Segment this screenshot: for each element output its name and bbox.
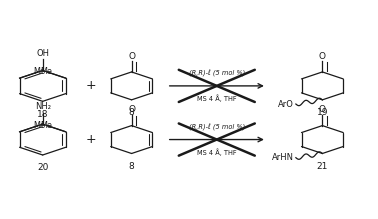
- Text: O: O: [128, 52, 135, 61]
- Text: Me: Me: [34, 67, 45, 76]
- Text: (R,R)-ℓ (5 mol %): (R,R)-ℓ (5 mol %): [189, 124, 245, 131]
- Text: 8: 8: [129, 162, 135, 171]
- Text: NH₂: NH₂: [35, 102, 51, 111]
- Text: 19: 19: [317, 108, 328, 117]
- Text: 8: 8: [129, 108, 135, 117]
- Text: O: O: [128, 105, 135, 114]
- Text: 20: 20: [37, 163, 48, 172]
- Text: O: O: [319, 52, 326, 61]
- Text: Me: Me: [40, 67, 52, 76]
- Text: ArHN: ArHN: [272, 153, 294, 162]
- Text: +: +: [85, 133, 96, 146]
- Text: 18: 18: [37, 110, 48, 119]
- Text: MS 4 Å, THF: MS 4 Å, THF: [197, 94, 237, 102]
- Text: +: +: [85, 79, 96, 92]
- Text: 21: 21: [317, 162, 328, 171]
- Text: Me: Me: [40, 121, 52, 130]
- Text: ArO: ArO: [278, 99, 294, 109]
- Text: Me: Me: [34, 121, 45, 130]
- Text: OH: OH: [36, 49, 49, 58]
- Text: MS 4 Å, THF: MS 4 Å, THF: [197, 148, 237, 156]
- Text: (R,R)-ℓ (5 mol %): (R,R)-ℓ (5 mol %): [189, 70, 245, 77]
- Text: O: O: [319, 105, 326, 114]
